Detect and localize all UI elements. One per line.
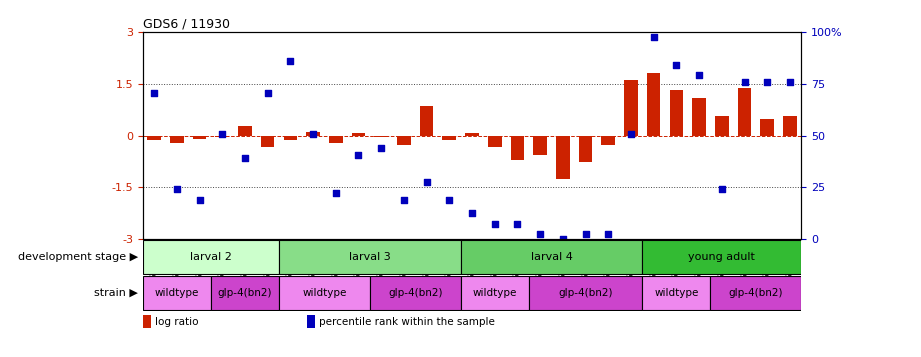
Bar <box>307 131 320 136</box>
Bar <box>211 276 279 310</box>
Text: glp-4(bn2): glp-4(bn2) <box>217 288 273 298</box>
Bar <box>374 136 388 137</box>
Point <box>215 131 229 137</box>
Bar <box>284 136 297 140</box>
Point <box>737 79 752 85</box>
Bar <box>533 136 547 155</box>
Bar <box>556 136 570 179</box>
Point <box>397 197 412 202</box>
Point <box>600 231 615 237</box>
Text: glp-4(bn2): glp-4(bn2) <box>558 288 612 298</box>
Bar <box>370 276 460 310</box>
Bar <box>738 88 752 136</box>
Point <box>555 236 570 242</box>
Bar <box>529 276 642 310</box>
Bar <box>761 119 774 136</box>
Bar <box>601 136 615 145</box>
Bar <box>647 73 660 136</box>
Text: log ratio: log ratio <box>155 317 198 327</box>
Bar <box>693 99 705 136</box>
Bar <box>143 316 151 328</box>
Point <box>532 231 547 237</box>
Bar <box>147 136 161 140</box>
Point <box>464 210 479 216</box>
Text: percentile rank within the sample: percentile rank within the sample <box>320 317 495 327</box>
Text: wildtype: wildtype <box>155 288 199 298</box>
Bar <box>420 106 434 136</box>
Text: development stage ▶: development stage ▶ <box>18 252 138 262</box>
Bar <box>308 316 315 328</box>
Bar <box>352 133 366 136</box>
Bar <box>239 126 251 136</box>
Text: GDS6 / 11930: GDS6 / 11930 <box>143 18 229 31</box>
Bar <box>460 276 529 310</box>
Bar <box>783 116 797 136</box>
Point <box>647 34 661 40</box>
Bar <box>279 240 460 274</box>
Bar <box>261 136 274 147</box>
Bar <box>642 276 710 310</box>
Point <box>169 186 184 192</box>
Bar <box>397 136 411 145</box>
Bar <box>143 240 279 274</box>
Bar <box>279 276 370 310</box>
Text: larval 4: larval 4 <box>530 252 573 262</box>
Bar <box>670 90 683 136</box>
Bar <box>488 136 502 147</box>
Point <box>510 221 525 226</box>
Text: wildtype: wildtype <box>654 288 698 298</box>
Point <box>238 155 252 161</box>
Bar <box>715 116 729 136</box>
Text: glp-4(bn2): glp-4(bn2) <box>729 288 783 298</box>
Bar <box>624 80 637 136</box>
Bar <box>216 136 229 137</box>
Bar <box>578 136 592 161</box>
Bar <box>170 136 183 143</box>
Text: larval 3: larval 3 <box>349 252 391 262</box>
Bar <box>460 240 642 274</box>
Text: young adult: young adult <box>688 252 755 262</box>
Bar <box>192 136 206 139</box>
Point <box>283 59 297 64</box>
Point <box>374 145 389 151</box>
Point <box>578 231 593 237</box>
Bar <box>642 240 801 274</box>
Point <box>306 131 321 137</box>
Bar <box>442 136 456 140</box>
Bar <box>510 136 524 160</box>
Text: larval 2: larval 2 <box>190 252 232 262</box>
Point <box>715 186 729 192</box>
Text: glp-4(bn2): glp-4(bn2) <box>388 288 442 298</box>
Bar <box>329 136 343 143</box>
Point <box>783 79 798 85</box>
Point <box>442 197 457 202</box>
Point <box>351 152 366 157</box>
Text: wildtype: wildtype <box>472 288 517 298</box>
Point <box>624 131 638 137</box>
Text: strain ▶: strain ▶ <box>94 288 138 298</box>
Point <box>329 190 344 195</box>
Point <box>760 79 775 85</box>
Bar <box>143 276 211 310</box>
Point <box>419 179 434 185</box>
Point <box>192 197 207 202</box>
Point <box>669 62 683 68</box>
Point <box>146 90 161 95</box>
Text: wildtype: wildtype <box>302 288 346 298</box>
Point <box>692 72 706 78</box>
Bar <box>465 133 479 136</box>
Point <box>487 221 502 226</box>
Bar <box>710 276 801 310</box>
Point <box>261 90 275 95</box>
